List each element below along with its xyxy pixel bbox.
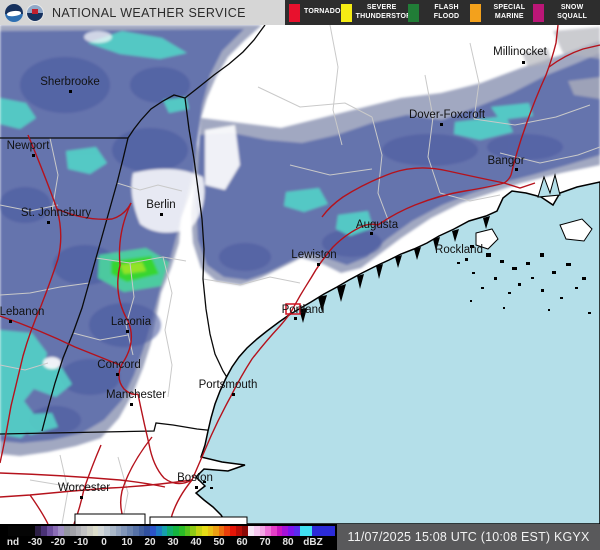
colorbar-tick: 50 xyxy=(213,537,225,548)
city-dot xyxy=(465,258,468,261)
warning-legend-item: SNOW SQUALL xyxy=(533,3,596,22)
warning-label: SEVERE THUNDERSTORM xyxy=(355,4,418,20)
city-label: Manchester xyxy=(105,389,167,401)
city-dot xyxy=(294,317,297,320)
agency-title: NATIONAL WEATHER SERVICE xyxy=(52,5,246,20)
city-label: Augusta xyxy=(355,219,399,231)
footer-bar: nd -30 -20 -10 0 10 20 30 40 50 60 70 80 dBZ 11/07/20… xyxy=(0,524,600,550)
city-label: Lewiston xyxy=(291,249,337,261)
city-label: Concord xyxy=(97,359,141,371)
colorbar-tick: 60 xyxy=(236,537,248,548)
city-dot xyxy=(370,232,373,235)
city-dot xyxy=(69,90,72,93)
colorbar-tick: 30 xyxy=(167,537,179,548)
colorbar-tick: -30 xyxy=(27,537,43,548)
warning-legend-item: SPECIAL MARINE xyxy=(470,3,533,22)
warning-legend-item: TORNADO xyxy=(289,3,341,22)
city-dot xyxy=(232,393,235,396)
city-dot xyxy=(440,123,443,126)
city-dot xyxy=(126,330,129,333)
city-dot xyxy=(32,154,35,157)
city-label: Sherbrooke xyxy=(40,76,100,88)
colorbar-tick: 20 xyxy=(144,537,156,548)
city-dot xyxy=(195,486,198,489)
city-dot xyxy=(47,221,50,224)
city-label: Portland xyxy=(281,304,325,316)
colorbar-tick: dBZ xyxy=(303,537,323,548)
warning-label: SPECIAL MARINE xyxy=(493,4,526,20)
city-dot xyxy=(116,373,119,376)
map-inset-boxes xyxy=(74,513,248,524)
city-label: Millinocket xyxy=(493,46,547,58)
warning-legend: TORNADO SEVERE THUNDERSTORM FLASH FLOOD SPE… xyxy=(285,0,600,25)
warning-label: TORNADO xyxy=(304,8,341,16)
city-label: St. Johnsbury xyxy=(20,207,92,219)
warning-swatch xyxy=(340,3,352,22)
colorbar-tick: 80 xyxy=(282,537,294,548)
precipitation-layer xyxy=(0,25,600,456)
city-label: Rockland xyxy=(435,244,483,256)
ocean-coastline xyxy=(194,173,600,524)
colorbar-tick: 70 xyxy=(259,537,271,548)
city-label: Newport xyxy=(6,140,50,152)
city-dot xyxy=(130,403,133,406)
radar-map-canvas xyxy=(0,25,600,524)
city-label: Lebanon xyxy=(0,306,45,318)
noaa-logo-icon xyxy=(5,3,23,22)
warning-swatch xyxy=(470,3,482,22)
colorbar-tick: nd xyxy=(6,537,20,548)
colorbar-tick: 10 xyxy=(121,537,133,548)
radar-map: Sherbrooke Millinocket Dover-Foxcroft Newpo… xyxy=(0,25,600,524)
city-dot xyxy=(317,263,320,266)
city-label: Laconia xyxy=(110,316,152,328)
warning-swatch xyxy=(533,3,545,22)
city-label: Bangor xyxy=(487,155,525,167)
colorbar-tick: 40 xyxy=(190,537,202,548)
warning-legend-item: SEVERE THUNDERSTORM xyxy=(340,3,418,22)
warning-legend-item: FLASH FLOOD xyxy=(407,3,471,22)
reflectivity-colorbar xyxy=(8,526,335,536)
warning-swatch xyxy=(407,3,419,22)
city-dot xyxy=(80,496,83,499)
marine-warning-box xyxy=(285,303,301,315)
city-label: Worcester xyxy=(57,482,111,494)
header-branding: NATIONAL WEATHER SERVICE xyxy=(0,0,285,25)
state-borders xyxy=(0,25,266,435)
city-label: Boston xyxy=(177,472,213,484)
colorbar-tick: 0 xyxy=(101,537,107,548)
colorbar-tick: -10 xyxy=(73,537,89,548)
city-label: Portsmouth xyxy=(198,379,258,391)
timestamp: 11/07/2025 15:08 UTC (10:08 EST) KGYX xyxy=(337,524,600,550)
city-dot xyxy=(522,61,525,64)
city-dot xyxy=(9,320,12,323)
city-dot xyxy=(515,168,518,171)
colorbar-tick: -20 xyxy=(50,537,66,548)
warning-label: FLASH FLOOD xyxy=(433,4,460,20)
city-label: Berlin xyxy=(146,199,176,211)
city-label: Dover-Foxcroft xyxy=(408,109,486,121)
nws-logo-icon xyxy=(26,3,44,22)
warning-label: SNOW SQUALL xyxy=(557,4,588,20)
city-dot xyxy=(160,213,163,216)
warning-swatch xyxy=(289,3,300,22)
header-bar: NATIONAL WEATHER SERVICE TORNADO SEVERE T… xyxy=(0,0,600,25)
